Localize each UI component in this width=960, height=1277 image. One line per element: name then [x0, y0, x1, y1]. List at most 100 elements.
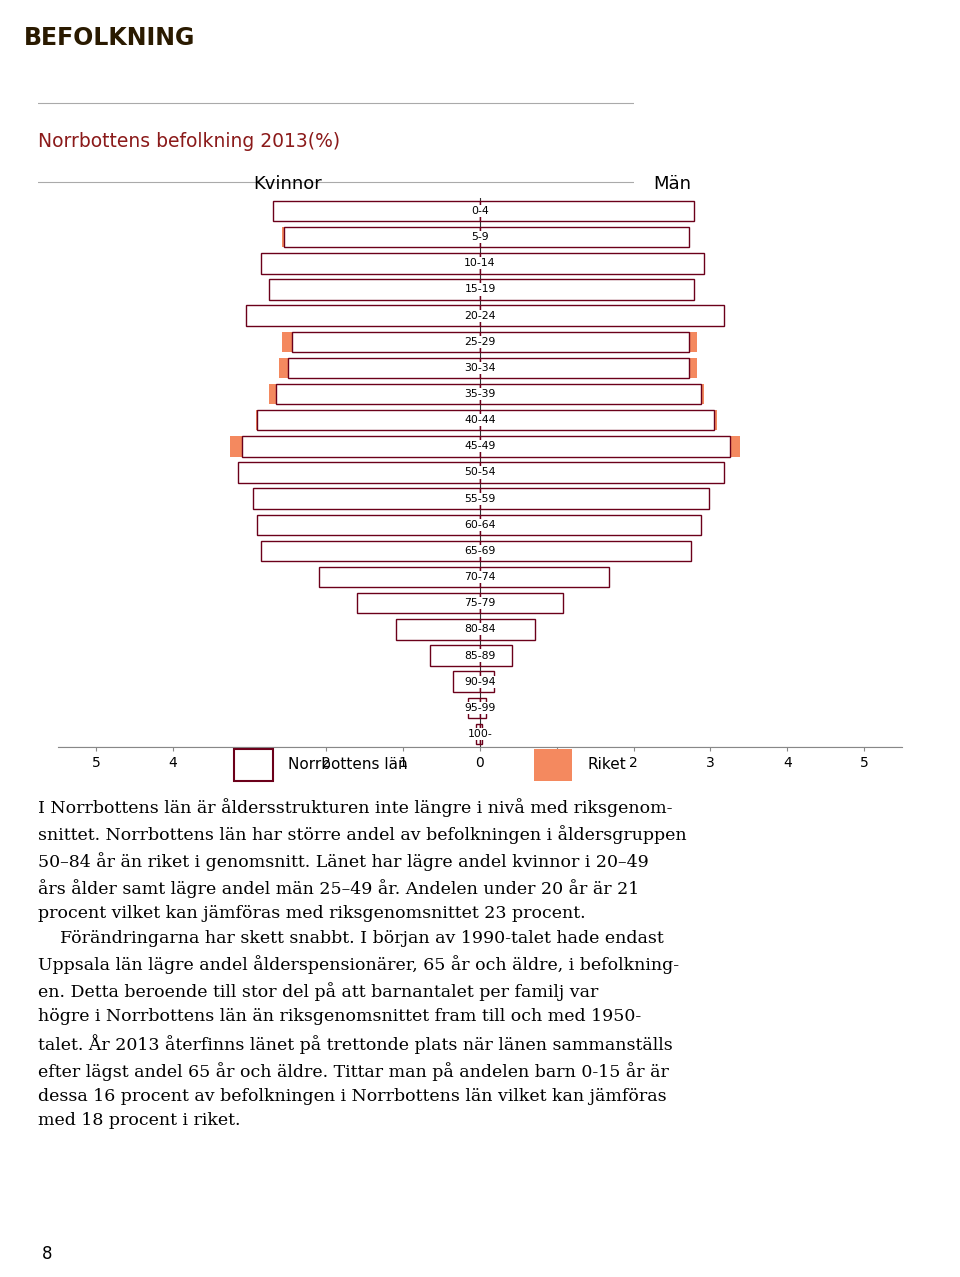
Text: 80-84: 80-84 — [465, 624, 495, 635]
Bar — [480, 253, 705, 273]
Bar — [396, 619, 480, 640]
Bar — [263, 305, 480, 326]
Bar — [357, 593, 480, 613]
Bar — [284, 540, 480, 561]
Bar — [480, 200, 693, 221]
Bar — [480, 227, 685, 248]
Text: 55-59: 55-59 — [465, 494, 495, 503]
Bar — [369, 593, 480, 613]
Bar — [255, 410, 480, 430]
Bar — [480, 358, 689, 378]
Text: I Norrbottens län är åldersstrukturen inte längre i nivå med riksgenom-
snittet.: I Norrbottens län är åldersstrukturen in… — [38, 798, 687, 1129]
Bar — [480, 540, 691, 561]
Bar — [250, 462, 480, 483]
Bar — [480, 437, 739, 457]
Bar — [253, 488, 480, 508]
Bar — [436, 645, 480, 665]
Bar — [238, 462, 480, 483]
Bar — [284, 227, 480, 248]
Bar — [259, 488, 480, 508]
Bar — [403, 619, 480, 640]
Bar — [480, 358, 697, 378]
Bar — [278, 200, 480, 221]
Bar — [476, 724, 480, 744]
Text: 35-39: 35-39 — [465, 389, 495, 398]
Text: Riket: Riket — [588, 757, 626, 773]
Bar — [468, 697, 480, 718]
Bar — [282, 332, 480, 352]
Bar — [230, 437, 480, 457]
Bar — [480, 305, 712, 326]
Text: 15-19: 15-19 — [465, 285, 495, 295]
Bar — [276, 384, 480, 405]
Bar — [334, 567, 480, 587]
Bar — [480, 672, 492, 692]
Bar — [480, 515, 701, 535]
Text: 95-99: 95-99 — [465, 702, 495, 713]
Bar — [282, 227, 480, 248]
Bar — [534, 748, 572, 782]
Bar — [480, 697, 486, 718]
Bar — [480, 410, 714, 430]
Bar — [261, 253, 480, 273]
Bar — [459, 672, 480, 692]
Bar — [480, 253, 701, 273]
Bar — [480, 593, 559, 613]
Bar — [480, 619, 532, 640]
Bar — [278, 358, 480, 378]
Bar — [480, 410, 716, 430]
Text: 0-4: 0-4 — [471, 206, 489, 216]
Bar — [480, 200, 689, 221]
Bar — [480, 697, 486, 718]
Bar — [246, 305, 480, 326]
Text: 8: 8 — [42, 1245, 53, 1263]
Text: 90-94: 90-94 — [465, 677, 495, 687]
Bar — [319, 567, 480, 587]
Bar — [242, 437, 480, 457]
Bar — [480, 645, 513, 665]
Bar — [480, 305, 724, 326]
Text: 100-: 100- — [468, 729, 492, 739]
Bar — [234, 748, 273, 782]
Bar — [265, 253, 480, 273]
Bar — [480, 384, 701, 405]
Text: BEFOLKNING: BEFOLKNING — [24, 26, 196, 50]
Bar — [480, 488, 705, 508]
Text: 85-89: 85-89 — [465, 650, 495, 660]
Bar — [453, 672, 480, 692]
Bar — [269, 384, 480, 405]
Text: 10-14: 10-14 — [465, 258, 495, 268]
Text: Kvinnor: Kvinnor — [253, 175, 323, 193]
Bar — [480, 619, 536, 640]
Text: 50-54: 50-54 — [465, 467, 495, 478]
Bar — [480, 384, 705, 405]
Text: 75-79: 75-79 — [465, 598, 495, 608]
Bar — [430, 645, 480, 665]
Bar — [480, 645, 511, 665]
Bar — [480, 332, 697, 352]
Text: 40-44: 40-44 — [465, 415, 495, 425]
Bar — [480, 437, 730, 457]
Bar — [480, 672, 493, 692]
Text: 45-49: 45-49 — [465, 442, 495, 451]
Text: 5-9: 5-9 — [471, 232, 489, 243]
Bar — [288, 358, 480, 378]
Text: 30-34: 30-34 — [465, 363, 495, 373]
Text: 65-69: 65-69 — [465, 547, 495, 555]
Bar — [257, 410, 480, 430]
Bar — [480, 280, 689, 300]
Bar — [257, 515, 480, 535]
Text: 60-64: 60-64 — [465, 520, 495, 530]
Text: Män: Män — [653, 175, 691, 193]
Bar — [480, 462, 716, 483]
Bar — [480, 462, 724, 483]
Bar — [267, 515, 480, 535]
Bar — [292, 332, 480, 352]
Text: Norrbottens befolkning 2013(%): Norrbottens befolkning 2013(%) — [38, 133, 341, 151]
Text: Norrbottens län: Norrbottens län — [288, 757, 408, 773]
Bar — [476, 724, 480, 744]
Bar — [480, 540, 670, 561]
Bar — [271, 280, 480, 300]
Bar — [273, 200, 480, 221]
Bar — [480, 332, 689, 352]
